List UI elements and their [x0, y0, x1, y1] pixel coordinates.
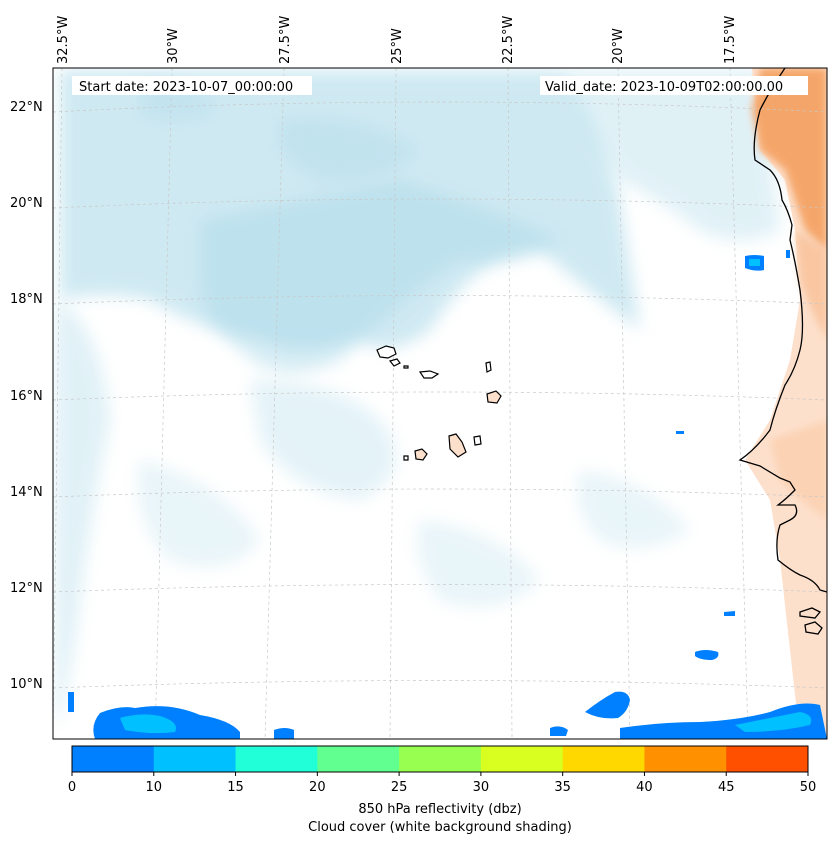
colorbar-swatch [480, 746, 564, 772]
lat-label-20n: 20°N [10, 196, 43, 211]
colorbar-swatch [399, 746, 482, 772]
colorbar-swatch [726, 746, 809, 772]
lat-label-12n: 12°N [10, 581, 43, 596]
latitude-labels: 22°N 20°N 18°N 16°N 14°N 12°N 10°N [10, 100, 43, 692]
colorbar-swatch [72, 746, 155, 772]
lon-label-32-5w: 32.5°W [56, 16, 71, 64]
colorbar-ticks: 0 10 15 20 25 30 35 40 45 50 [68, 772, 816, 795]
colorbar-tick-label: 15 [227, 780, 244, 795]
colorbar-swatch [644, 746, 727, 772]
island-sao-vicente [388, 358, 401, 367]
colorbar-tick-label: 45 [718, 780, 735, 795]
colorbar-tick-label: 35 [554, 780, 571, 795]
graticule [53, 68, 827, 739]
lon-label-17-5w: 17.5°W [723, 16, 738, 64]
cape-verde-islands [376, 345, 502, 461]
island-sao-nicolau [418, 370, 440, 379]
colorbar-swatch [153, 746, 237, 772]
lat-label-18n: 18°N [10, 292, 43, 307]
colorbar-label-cloud-cover: Cloud cover (white background shading) [308, 820, 572, 835]
start-date-box [72, 76, 312, 95]
colorbar-frame [71, 745, 809, 773]
colorbar-tick-label: 25 [391, 780, 408, 795]
valid-date-label: Valid_date: 2023-10-09T02:00:00.00 [545, 80, 783, 95]
coastline-africa [738, 68, 827, 635]
lon-label-20w: 20°W [611, 28, 626, 64]
reflectivity-cell-south-central [585, 691, 630, 719]
map-panel[interactable]: Start date: 2023-10-07_00:00:00 Valid_da… [53, 68, 827, 739]
colorbar-swatch [317, 746, 400, 772]
reflectivity-cell-south-west-core [120, 714, 176, 734]
colorbar-swatch [562, 746, 645, 772]
lon-label-22-5w: 22.5°W [501, 16, 516, 64]
longitude-labels: 32.5°W 30°W 27.5°W 25°W 22.5°W 20°W 17.5… [56, 16, 738, 64]
lon-label-30w: 30°W [166, 28, 181, 64]
reflectivity-cells [68, 250, 827, 739]
lat-label-22n: 22°N [10, 100, 43, 115]
colorbar-tick-label: 0 [68, 780, 76, 795]
island-santa-luzia [403, 365, 409, 369]
colorbar: 0 10 15 20 25 30 35 40 45 50 850 hPa reflectivity… [68, 745, 816, 835]
island-santiago [448, 433, 467, 458]
start-date-label: Start date: 2023-10-07_00:00:00 [79, 80, 293, 95]
map-frame [52, 67, 828, 740]
island-boa-vista [486, 390, 502, 404]
colorbar-tick-label: 50 [800, 780, 817, 795]
land-shading [745, 68, 827, 739]
valid-date-box [540, 76, 808, 95]
colorbar-swatches [72, 746, 809, 772]
lon-label-25w: 25°W [390, 28, 405, 64]
island-santo-antao [376, 345, 397, 359]
colorbar-tick-label: 40 [636, 780, 653, 795]
colorbar-tick-label: 10 [146, 780, 163, 795]
island-maio [473, 435, 482, 446]
colorbar-swatch [235, 746, 318, 772]
lat-label-14n: 14°N [10, 485, 43, 500]
island-brava [403, 455, 409, 461]
lat-label-16n: 16°N [10, 389, 43, 404]
lon-label-27-5w: 27.5°W [278, 16, 293, 64]
colorbar-tick-label: 20 [309, 780, 326, 795]
island-fogo [414, 448, 428, 461]
lat-label-10n: 10°N [10, 677, 43, 692]
island-sal [485, 361, 492, 373]
colorbar-label-reflectivity: 850 hPa reflectivity (dbz) [358, 802, 521, 817]
colorbar-tick-label: 30 [473, 780, 490, 795]
reflectivity-cell-east-small [695, 650, 719, 660]
